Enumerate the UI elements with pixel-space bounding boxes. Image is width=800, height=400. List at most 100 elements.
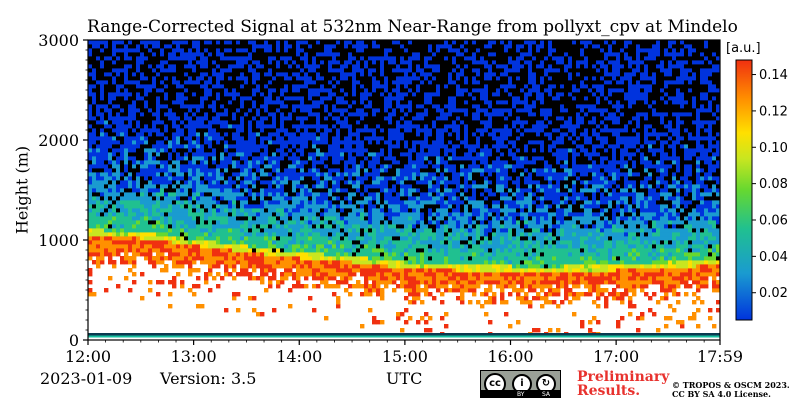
heat-cell bbox=[152, 116, 157, 121]
heat-cell bbox=[164, 196, 169, 201]
heat-cell bbox=[292, 120, 297, 125]
heat-cell bbox=[196, 184, 201, 189]
heat-cell bbox=[156, 292, 161, 297]
heat-cell bbox=[400, 272, 405, 277]
heat-cell bbox=[356, 124, 361, 129]
heat-cell bbox=[92, 148, 97, 153]
heat-cell bbox=[212, 148, 217, 153]
heat-cell bbox=[112, 88, 117, 93]
heat-cell bbox=[316, 244, 321, 249]
heat-cell bbox=[368, 252, 373, 257]
heat-cell bbox=[288, 272, 293, 277]
heat-cell bbox=[124, 112, 129, 117]
heat-cell bbox=[196, 40, 201, 45]
heat-cell bbox=[224, 204, 229, 209]
heat-cell bbox=[136, 168, 141, 173]
heat-cell bbox=[220, 40, 225, 45]
heat-cell bbox=[260, 204, 265, 209]
heat-cell bbox=[276, 216, 281, 221]
heat-cell bbox=[384, 124, 389, 129]
heat-cell bbox=[376, 236, 381, 241]
heat-cell bbox=[384, 248, 389, 253]
heat-cell bbox=[232, 120, 237, 125]
heat-cell bbox=[256, 76, 261, 81]
heat-cell bbox=[124, 156, 129, 161]
heat-cell bbox=[264, 116, 269, 121]
heat-cell bbox=[412, 248, 417, 253]
heat-cell bbox=[344, 164, 349, 169]
heat-cell bbox=[248, 252, 253, 257]
heat-cell bbox=[400, 80, 405, 85]
heat-cell bbox=[384, 84, 389, 89]
heat-cell bbox=[264, 96, 269, 101]
heat-cell bbox=[412, 148, 417, 153]
heat-cell bbox=[372, 76, 377, 81]
heat-cell bbox=[152, 244, 157, 249]
heat-cell bbox=[244, 208, 249, 213]
heat-cell bbox=[364, 40, 369, 45]
heat-cell bbox=[104, 156, 109, 161]
heat-cell bbox=[192, 240, 197, 245]
heat-cell bbox=[296, 212, 301, 217]
heat-cell bbox=[100, 144, 105, 149]
heat-cell bbox=[400, 180, 405, 185]
heat-cell bbox=[340, 108, 345, 113]
heat-cell bbox=[416, 88, 421, 93]
heat-cell bbox=[344, 192, 349, 197]
heat-cell bbox=[96, 256, 101, 261]
heat-cell bbox=[188, 168, 193, 173]
heat-cell bbox=[384, 60, 389, 65]
heat-cell bbox=[180, 260, 185, 265]
heat-cell bbox=[176, 216, 181, 221]
heat-cell bbox=[92, 124, 97, 129]
heat-cell bbox=[284, 100, 289, 105]
heat-cell bbox=[204, 276, 209, 281]
heat-cell bbox=[356, 180, 361, 185]
heat-cell bbox=[164, 104, 169, 109]
heat-cell bbox=[236, 40, 241, 45]
heat-cell bbox=[208, 184, 213, 189]
heat-cell bbox=[344, 260, 349, 265]
heat-cell bbox=[244, 240, 249, 245]
heat-cell bbox=[120, 244, 125, 249]
heat-cell bbox=[256, 112, 261, 117]
heat-cell bbox=[256, 156, 261, 161]
heat-cell bbox=[412, 108, 417, 113]
heat-cell bbox=[216, 284, 221, 289]
heat-cell bbox=[404, 272, 409, 277]
heat-cell bbox=[280, 72, 285, 77]
heat-cell bbox=[140, 136, 145, 141]
heat-cell bbox=[192, 232, 197, 237]
heat-cell bbox=[128, 244, 133, 249]
heat-cell bbox=[336, 296, 341, 301]
heat-cell bbox=[384, 204, 389, 209]
heat-cell bbox=[244, 140, 249, 145]
heat-cell bbox=[408, 300, 413, 305]
heat-cell bbox=[412, 200, 417, 205]
heat-cell bbox=[96, 184, 101, 189]
heat-cell bbox=[268, 236, 273, 241]
heat-cell bbox=[188, 164, 193, 169]
heat-cell bbox=[308, 176, 313, 181]
heat-cell bbox=[224, 224, 229, 229]
heat-cell bbox=[156, 48, 161, 53]
heat-cell bbox=[344, 124, 349, 129]
heat-cell bbox=[232, 156, 237, 161]
heat-cell bbox=[276, 184, 281, 189]
heat-cell bbox=[100, 112, 105, 117]
heat-cell bbox=[188, 88, 193, 93]
heat-cell bbox=[200, 220, 205, 225]
heat-cell bbox=[260, 152, 265, 157]
heat-cell bbox=[144, 140, 149, 145]
heat-cell bbox=[360, 140, 365, 145]
heat-cell bbox=[364, 256, 369, 261]
heat-cell bbox=[396, 40, 401, 45]
heat-cell bbox=[220, 108, 225, 113]
heat-cell bbox=[220, 176, 225, 181]
heat-cell bbox=[228, 104, 233, 109]
heat-cell bbox=[140, 252, 145, 257]
heat-cell bbox=[400, 220, 405, 225]
heat-cell bbox=[244, 136, 249, 141]
heat-cell bbox=[160, 60, 165, 65]
heat-cell bbox=[160, 200, 165, 205]
